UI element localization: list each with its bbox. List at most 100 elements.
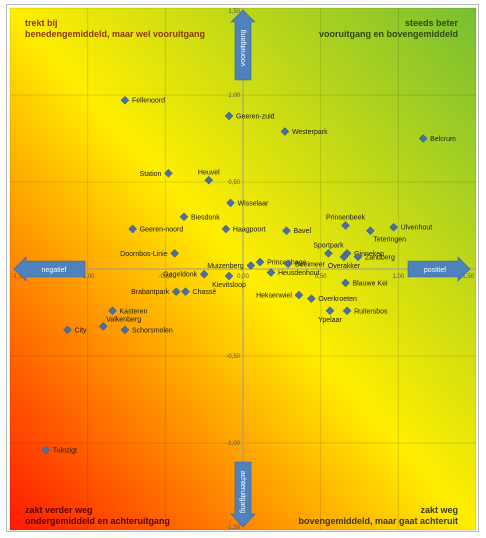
data-point-label: Sportpark bbox=[313, 242, 344, 249]
data-point-group: Overkroeten bbox=[306, 294, 357, 303]
data-point-marker bbox=[324, 248, 333, 258]
data-point-marker bbox=[226, 198, 235, 208]
data-point-group: Muizenberg bbox=[207, 261, 256, 270]
data-point-group: Overakker bbox=[328, 252, 361, 270]
arrow-right-icon bbox=[407, 256, 471, 282]
data-point-group: Ypelaar bbox=[318, 306, 342, 324]
data-point-label: Chassé bbox=[193, 289, 217, 296]
data-point-marker bbox=[179, 212, 189, 222]
x-tick-label: -0,50 bbox=[158, 274, 172, 280]
arrow-down-label: achteruitgang bbox=[239, 471, 246, 514]
data-point-group: Station bbox=[140, 168, 173, 178]
data-point-marker bbox=[325, 306, 335, 316]
data-point-marker bbox=[389, 222, 399, 232]
data-point-group: Chassé bbox=[181, 287, 217, 296]
tick-labels: -1,50 -1,00 -0,50 0,00 0,50 1,00 1,50 1,50 1,00 0… bbox=[12, 9, 475, 531]
data-point-marker bbox=[418, 134, 428, 143]
data-point-label: Schorsmolen bbox=[132, 327, 173, 334]
data-point-group: Bavel bbox=[282, 226, 311, 235]
data-point-group: Westerpark bbox=[280, 127, 328, 136]
data-point-marker bbox=[171, 287, 181, 296]
data-point-label: Bavel bbox=[293, 228, 311, 235]
quadrant-label-top-right: steeds beter vooruitgang en bovengemidde… bbox=[319, 18, 458, 40]
data-point-marker bbox=[98, 322, 108, 331]
data-point-label: Tuinzigt bbox=[53, 447, 77, 454]
data-point-label: Biesdonk bbox=[191, 214, 220, 221]
data-point-marker bbox=[164, 168, 173, 178]
data-point-label: Overakker bbox=[328, 263, 361, 270]
quadrant-subtitle: ondergemiddeld en achteruitgang bbox=[25, 516, 171, 526]
quadrant-title: steeds beter bbox=[404, 18, 458, 28]
data-point-group: Gageldonk bbox=[163, 269, 209, 279]
data-point-label: Zandberg bbox=[365, 254, 395, 261]
data-point-label: Gageldonk bbox=[163, 272, 197, 279]
data-point-group: Geeren-zuid bbox=[224, 111, 275, 120]
data-point-group: Heusdenhout bbox=[266, 268, 320, 277]
data-point-marker bbox=[266, 268, 276, 277]
data-point-marker bbox=[283, 259, 293, 269]
data-point-group: Belcrum bbox=[418, 134, 456, 143]
data-point-marker bbox=[366, 226, 375, 236]
data-point-group: Tuinzigt bbox=[41, 445, 77, 455]
x-tick-label: 1,00 bbox=[392, 274, 404, 280]
quadrant-subtitle: benedengemiddeld, maar wel vooruitgang bbox=[25, 29, 206, 39]
y-tick-label: -1,00 bbox=[226, 441, 240, 447]
data-point-group: Doornbos-Linie bbox=[120, 248, 180, 258]
data-point-marker bbox=[246, 261, 256, 270]
data-point-group: Kasteren bbox=[108, 306, 148, 315]
data-point-label: City bbox=[74, 327, 87, 334]
data-point-marker bbox=[128, 224, 138, 234]
data-point-label: Ginneken bbox=[354, 251, 384, 258]
data-point-group: Geeren-noord bbox=[128, 224, 184, 234]
quadrant-subtitle: vooruitgang en bovengemiddeld bbox=[318, 29, 458, 39]
data-point-group: Haagpoort bbox=[221, 224, 266, 234]
data-point-marker bbox=[341, 278, 350, 288]
data-points: Fellenoord Geeren-zuid Westerpark Belcrum He… bbox=[41, 95, 456, 455]
quadrant-label-bottom-right: zakt weg bovengemiddeld, maar gaat achte… bbox=[298, 505, 458, 527]
data-point-marker bbox=[181, 287, 190, 296]
y-tick-label: 1,00 bbox=[228, 93, 240, 99]
data-point-label: Doornbos-Linie bbox=[120, 251, 168, 258]
data-point-group: Biesdonk bbox=[179, 212, 220, 222]
y-tick-label: 0,50 bbox=[228, 180, 240, 186]
data-point-label: Ulvenhout bbox=[401, 225, 433, 232]
data-point-group: Sportpark bbox=[313, 242, 344, 258]
data-point-marker bbox=[224, 271, 234, 281]
quadrant-title: trekt bij bbox=[25, 18, 58, 28]
data-point-marker bbox=[255, 257, 265, 267]
data-point-label: Heusdenhout bbox=[278, 270, 320, 277]
x-tick-label: -1,50 bbox=[12, 274, 26, 280]
data-point-label: Geeren-zuid bbox=[236, 113, 275, 120]
data-point-marker bbox=[294, 290, 304, 300]
y-tick-label: -0,50 bbox=[226, 354, 240, 360]
data-point-marker bbox=[199, 269, 209, 279]
data-point-group: Wisselaar bbox=[226, 198, 269, 208]
data-point-label: Westerpark bbox=[292, 129, 328, 136]
data-point-group: City bbox=[63, 325, 87, 334]
arrow-down-icon bbox=[230, 461, 256, 528]
data-point-group: Prinsenbeek bbox=[326, 215, 365, 230]
quadrant-title: zakt weg bbox=[420, 505, 458, 515]
axes bbox=[10, 8, 476, 530]
data-point-marker bbox=[341, 221, 350, 230]
data-point-marker bbox=[342, 306, 352, 316]
data-point-group: Kievitsloop bbox=[212, 271, 246, 289]
quadrant-label-bottom-left: zakt verder weg ondergemiddeld en achter… bbox=[25, 505, 170, 527]
data-point-label: Belcrum bbox=[430, 136, 456, 143]
data-point-marker bbox=[280, 127, 290, 136]
data-point-marker bbox=[41, 445, 51, 455]
data-point-marker bbox=[204, 175, 214, 185]
data-point-label: Boeimeer bbox=[295, 261, 326, 268]
data-point-group: Brabantpark bbox=[131, 287, 181, 296]
data-point-marker bbox=[221, 224, 231, 234]
x-tick-label: 1,50 bbox=[462, 274, 474, 280]
data-point-group: Heksenwiel bbox=[256, 290, 304, 300]
data-point-label: Prinsenbeek bbox=[326, 215, 365, 222]
data-point-label: Blauwe Kei bbox=[353, 280, 388, 287]
data-point-marker bbox=[306, 294, 316, 303]
data-point-group: Ruitersbos bbox=[342, 306, 388, 316]
quadrant-label-top-left: trekt bij benedengemiddeld, maar wel voo… bbox=[25, 18, 205, 40]
data-point-label: Geeren-noord bbox=[140, 226, 184, 233]
data-point-label: Teteringen bbox=[373, 237, 406, 244]
